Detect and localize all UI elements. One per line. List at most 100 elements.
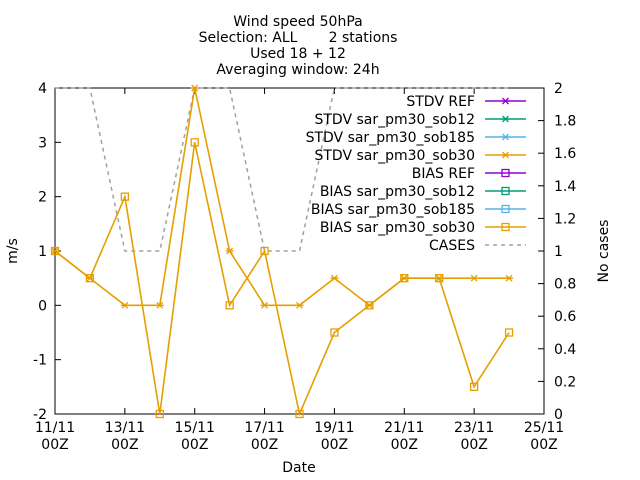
x-tick-label-time: 00Z [391,437,418,453]
title-line-1: Wind speed 50hPa [233,14,362,30]
data-point [330,328,339,337]
legend-label: STDV sar_pm30_sob185 [306,130,475,146]
data-point [260,301,269,309]
y2-axis-label: No cases [596,220,612,283]
y-axis: -2 -1 0 1 2 3 4 [33,81,61,423]
legend-entry: CASES [429,238,526,254]
legend-label: STDV sar_pm30_sob30 [314,148,475,164]
data-point [155,409,164,419]
series-line [55,87,510,252]
legend-marker [501,204,510,214]
data-point [225,247,234,255]
data-point [505,274,514,282]
data-point [295,409,304,419]
y2-tick-label: 1.8 [554,114,576,130]
series-line [54,142,510,417]
title-line-3: Used 18 + 12 [250,46,346,62]
data-point [260,246,269,256]
data-point [155,301,164,309]
legend-marker [501,186,510,196]
y-tick-label: 4 [38,81,47,97]
x-tick-label: 11/11 [35,420,75,436]
legend-marker [501,115,510,123]
x-tick-label-time: 00Z [321,437,348,453]
data-point [470,274,479,282]
data-point [190,84,199,92]
y-tick-label: 0 [38,298,47,314]
data-point [225,301,234,310]
y2-tick-label: 0.8 [554,277,576,293]
x-axis-label: Date [282,460,315,476]
y-tick-label: -2 [33,407,47,423]
x-tick-label-time: 00Z [460,437,487,453]
data-point [365,301,374,310]
legend-label: CASES [429,238,475,254]
chart-title: Wind speed 50hPa Selection: ALL 2 statio… [199,14,398,78]
legend-label: STDV sar_pm30_sob12 [314,112,475,128]
series-layer [50,84,514,419]
x-tick-label: 17/11 [244,420,284,436]
y2-tick-label: 1.4 [554,179,576,195]
legend-label: BIAS sar_pm30_sob185 [311,202,475,218]
data-point [120,192,130,201]
legend-entry: BIAS sar_pm30_sob185 [311,202,526,218]
data-point [50,246,60,256]
x-tick-label: 21/11 [384,420,424,436]
data-point [469,382,479,391]
legend: STDV REF STDV sar_pm30_sob12 STDV sar_pm30… [306,94,526,254]
legend-marker [501,151,510,159]
x-tick-label-time: 00Z [181,437,208,453]
legend-entry: BIAS sar_pm30_sob30 [320,220,526,236]
x-tick-label: 23/11 [454,420,494,436]
legend-marker [501,97,510,105]
y2-tick-label: 0.2 [554,374,576,390]
y2-tick-label: 0 [554,407,563,423]
y-axis-label: m/s [5,238,21,264]
x-tick-label: 15/11 [175,420,215,436]
x-tick-label-time: 00Z [111,437,138,453]
y2-tick-label: 1.6 [554,146,576,162]
data-point [435,274,444,283]
x-tick-label: 25/11 [524,420,564,436]
series-cases [55,87,510,252]
y2-tick-label: 2 [554,81,563,97]
y-tick-label: 2 [38,190,47,206]
legend-entry: STDV sar_pm30_sob12 [314,112,526,128]
y2-tick-label: 1.2 [554,211,576,227]
legend-entry: STDV sar_pm30_sob185 [306,130,526,146]
x-tick-label-time: 00Z [41,437,68,453]
legend-label: BIAS sar_pm30_sob30 [320,220,475,236]
data-point [190,138,199,147]
legend-label: STDV REF [406,94,475,110]
legend-marker [501,222,510,232]
legend-entry: STDV REF [406,94,526,110]
x-tick-label-time: 00Z [530,437,557,453]
legend-label: BIAS sar_pm30_sob12 [320,184,475,200]
legend-entry: BIAS sar_pm30_sob12 [320,184,526,200]
y-tick-label: 3 [38,135,47,151]
legend-marker [501,168,510,178]
title-line-2: Selection: ALL 2 stations [199,30,398,46]
y-tick-label: 1 [38,244,47,260]
y-tick-label: -1 [33,353,47,369]
y2-tick-label: 0.6 [554,309,576,325]
data-point [120,301,129,309]
x-tick-label: 13/11 [105,420,145,436]
data-point [85,274,95,283]
series-bias-sar-pm30-sob30 [50,138,514,419]
legend-entry: STDV sar_pm30_sob30 [314,148,526,164]
data-point [504,328,514,337]
data-point [330,274,339,282]
legend-marker [501,133,510,141]
x-tick-label-time: 00Z [251,437,278,453]
data-point [400,274,409,283]
y2-axis: 0 0.2 0.4 0.6 0.8 1 1.2 1.4 1.6 1.8 2 [538,81,576,423]
x-axis: 11/1100Z13/1100Z15/1100Z17/1100Z19/1100Z… [35,88,564,453]
legend-label: BIAS REF [412,166,475,182]
data-point [295,301,304,309]
legend-entry: BIAS REF [412,166,526,182]
y2-tick-label: 0.4 [554,342,576,358]
x-tick-label: 19/11 [314,420,354,436]
title-line-4: Averaging window: 24h [216,62,379,78]
